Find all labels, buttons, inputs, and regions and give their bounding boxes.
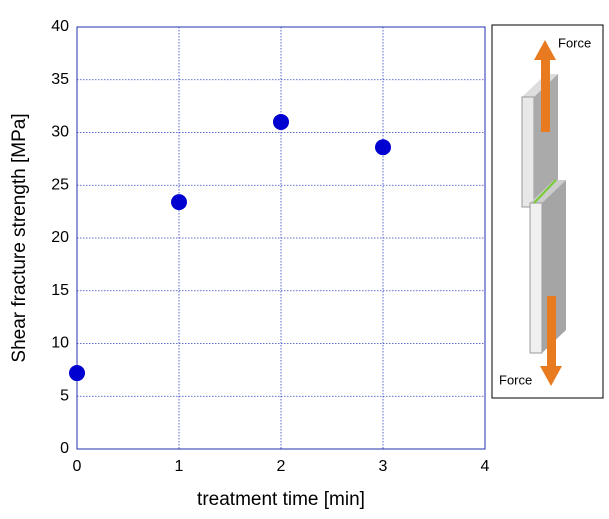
y-tick-label: 30 — [51, 124, 69, 141]
inset: Force Force — [492, 25, 603, 398]
arrow-shaft — [547, 296, 556, 368]
plate-edge-2 — [530, 203, 542, 353]
y-tick-label: 5 — [60, 387, 69, 404]
y-tick-label: 15 — [51, 282, 69, 299]
y-axis-label: Shear fracture strength [MPa] — [9, 113, 30, 362]
plate-edge — [522, 97, 534, 207]
x-tick-label: 3 — [379, 458, 388, 475]
page: treatment time [min] Shear fracture stre… — [0, 0, 609, 519]
x-tick-label: 4 — [481, 458, 490, 475]
point — [171, 194, 187, 210]
point — [273, 114, 289, 130]
annotation: Force — [558, 35, 591, 50]
y-tick-label: 40 — [51, 18, 69, 35]
y-tick-label: 35 — [51, 71, 69, 88]
x-axis-label: treatment time [min] — [197, 489, 365, 510]
point — [69, 365, 85, 381]
y-tick-label: 0 — [60, 440, 69, 457]
y-tick-label: 25 — [51, 176, 69, 193]
chart: treatment time [min] Shear fracture stre… — [0, 0, 609, 514]
annotation: Force — [499, 372, 532, 387]
x-tick-label: 1 — [175, 458, 184, 475]
y-tick-label: 20 — [51, 229, 69, 246]
arrow-shaft — [541, 58, 550, 132]
x-tick-label: 2 — [277, 458, 286, 475]
point — [375, 139, 391, 155]
x-tick-label: 0 — [73, 458, 82, 475]
y-tick-label: 10 — [51, 335, 69, 352]
